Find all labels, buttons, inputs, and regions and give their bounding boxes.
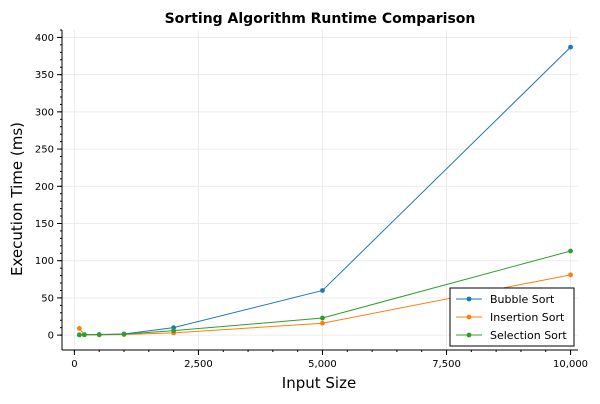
y-tick-label: 400 — [35, 33, 54, 44]
selection-sort-point — [76, 332, 82, 338]
legend-swatch-marker — [466, 314, 472, 320]
y-tick-label: 300 — [35, 107, 54, 118]
x-tick-label: 2,500 — [184, 359, 213, 370]
chart-title: Sorting Algorithm Runtime Comparison — [165, 11, 476, 27]
y-tick-label: 250 — [35, 145, 54, 156]
x-axis-title: Input Size — [282, 374, 356, 392]
y-tick-label: 350 — [35, 70, 54, 81]
y-tick-label: 50 — [41, 293, 54, 304]
legend-label: Bubble Sort — [490, 293, 555, 306]
y-tick-label: 0 — [48, 331, 54, 342]
x-tick-label: 0 — [71, 359, 77, 370]
y-tick-label: 150 — [35, 219, 54, 230]
x-tick-label: 10,000 — [553, 359, 588, 370]
legend-label: Insertion Sort — [490, 311, 565, 324]
selection-sort-point — [96, 332, 102, 338]
y-tick-label: 200 — [35, 182, 54, 193]
insertion-sort-point — [76, 326, 82, 331]
x-tick-label: 5,000 — [308, 359, 337, 370]
legend-label: Selection Sort — [490, 329, 567, 342]
bubble-sort-point — [568, 44, 573, 50]
y-axis-title: Execution Time (ms) — [8, 122, 26, 276]
selection-sort-point — [171, 328, 177, 334]
legend-swatch-marker — [466, 296, 472, 302]
selection-sort-point — [121, 331, 127, 337]
legend: Bubble Sort Insertion Sort Selection Sort — [449, 287, 575, 347]
y-tick-label: 100 — [35, 256, 54, 267]
bubble-sort-point — [320, 288, 325, 293]
selection-sort-series — [76, 248, 573, 338]
selection-sort-point — [81, 332, 87, 338]
selection-sort-point — [320, 315, 325, 321]
insertion-sort-point — [320, 320, 325, 326]
insertion-sort-point — [568, 272, 573, 278]
legend-swatch-marker — [466, 332, 472, 338]
x-tick-label: 7,500 — [432, 359, 461, 370]
selection-sort-point — [568, 248, 573, 254]
